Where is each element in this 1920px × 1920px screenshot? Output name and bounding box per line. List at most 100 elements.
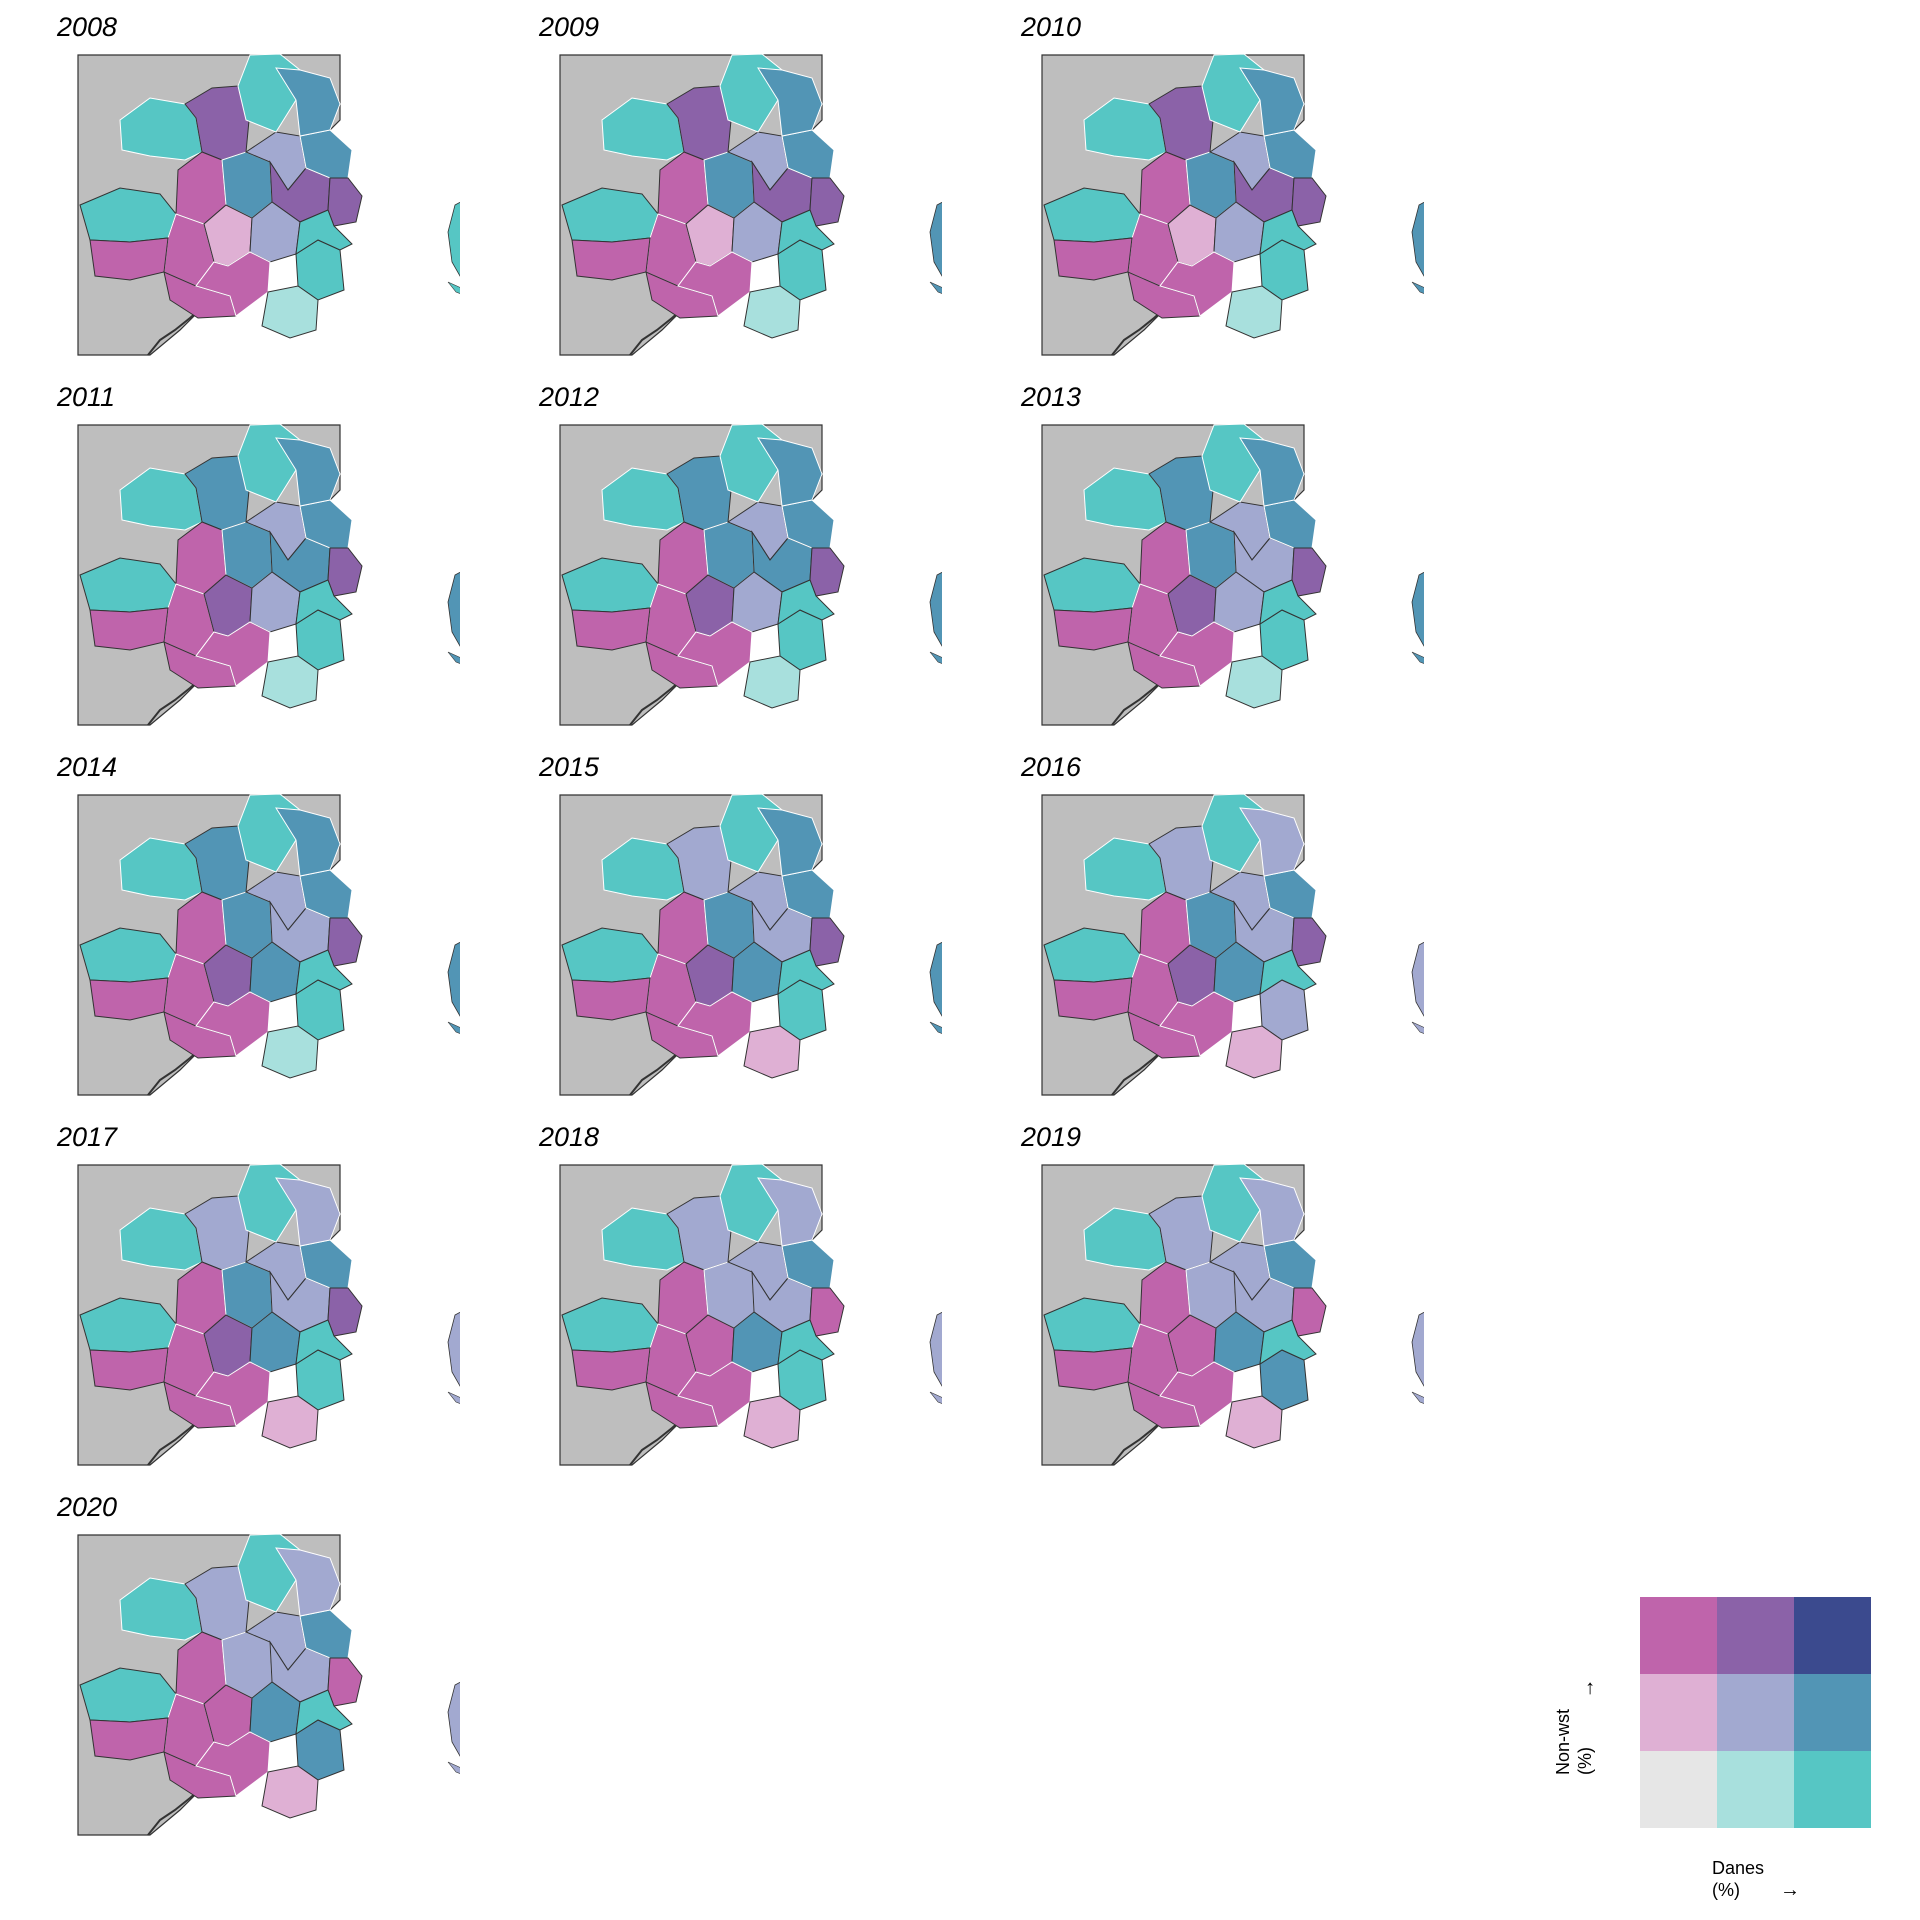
island-region <box>447 201 460 277</box>
municipality-region <box>777 209 835 255</box>
map-panel-2019: 2019 <box>964 1110 1424 1470</box>
island-region <box>447 571 460 647</box>
municipality-region <box>1291 177 1327 227</box>
islet-region <box>447 1391 460 1404</box>
municipality-region <box>777 1319 835 1365</box>
municipality-region <box>571 237 651 281</box>
municipality-region <box>1259 949 1317 995</box>
choropleth-map <box>559 1163 942 1466</box>
municipality-region <box>1225 1395 1283 1449</box>
municipality-region <box>1053 237 1133 281</box>
islet-region <box>929 281 942 294</box>
municipality-region <box>295 209 353 255</box>
islet-region <box>447 651 460 664</box>
island-region <box>447 1311 460 1387</box>
island-region <box>929 571 942 647</box>
map-panel-2015: 2015 <box>482 740 942 1100</box>
map-panel-2013: 2013 <box>964 370 1424 730</box>
municipality-region <box>89 1347 169 1391</box>
legend-x-label: Danes (%) <box>1712 1858 1765 1900</box>
municipality-region <box>261 1765 319 1819</box>
municipality-region <box>1239 807 1305 877</box>
municipality-region <box>809 177 845 227</box>
municipality-region <box>1053 1347 1133 1391</box>
choropleth-map <box>559 53 942 356</box>
legend-cell <box>1640 1751 1717 1828</box>
map-panel-2012: 2012 <box>482 370 942 730</box>
choropleth-map <box>1041 793 1424 1096</box>
choropleth-map <box>1041 423 1424 726</box>
panel-year-title: 2018 <box>539 1122 600 1152</box>
map-panel-2009: 2009 <box>482 0 942 360</box>
municipality-region <box>261 655 319 709</box>
municipality-region <box>1291 917 1327 967</box>
island-region <box>1411 941 1424 1017</box>
legend-cell <box>1717 1751 1794 1828</box>
municipality-region <box>571 977 651 1021</box>
municipality-region <box>743 655 801 709</box>
choropleth-map <box>1041 1163 1424 1466</box>
municipality-region <box>757 807 823 877</box>
municipality-region <box>327 917 363 967</box>
municipality-region <box>1225 1025 1283 1079</box>
municipality-region <box>1239 67 1305 137</box>
municipality-region <box>89 607 169 651</box>
legend-cell <box>1717 1597 1794 1674</box>
panel-year-title: 2010 <box>1021 12 1082 42</box>
municipality-region <box>757 67 823 137</box>
municipality-region <box>275 807 341 877</box>
map-panel-2014: 2014 <box>0 740 460 1100</box>
municipality-region <box>743 1025 801 1079</box>
municipality-region <box>295 579 353 625</box>
municipality-region <box>275 1177 341 1247</box>
municipality-region <box>327 1657 363 1707</box>
map-panel-2017: 2017 <box>0 1110 460 1470</box>
legend-x-arrow: → <box>1780 1879 1800 1901</box>
panel-year-title: 2011 <box>57 382 116 412</box>
municipality-region <box>1259 209 1317 255</box>
municipality-region <box>275 67 341 137</box>
islet-region <box>1411 651 1424 664</box>
municipality-region <box>1239 437 1305 507</box>
islet-region <box>447 1761 460 1774</box>
panel-year-title: 2012 <box>539 382 600 412</box>
panel-year-title: 2008 <box>57 12 118 42</box>
municipality-region <box>1239 1177 1305 1247</box>
municipality-region <box>295 1319 353 1365</box>
choropleth-map <box>77 53 460 356</box>
island-region <box>929 1311 942 1387</box>
map-panel-2016: 2016 <box>964 740 1424 1100</box>
municipality-region <box>261 285 319 339</box>
legend-y-arrow: → <box>1576 1678 1599 1699</box>
municipality-region <box>809 917 845 967</box>
municipality-region <box>327 547 363 597</box>
panel-year-title: 2009 <box>539 12 600 42</box>
municipality-region <box>1259 1319 1317 1365</box>
legend-cell <box>1640 1674 1717 1751</box>
panel-year-title: 2014 <box>57 752 118 782</box>
choropleth-map <box>77 793 460 1096</box>
legend-cell <box>1640 1597 1717 1674</box>
municipality-region <box>1259 579 1317 625</box>
municipality-region <box>89 1717 169 1761</box>
municipality-region <box>295 949 353 995</box>
islet-region <box>1411 1391 1424 1404</box>
municipality-region <box>295 1689 353 1735</box>
choropleth-map <box>559 423 942 726</box>
municipality-region <box>757 437 823 507</box>
legend-cell <box>1794 1597 1871 1674</box>
choropleth-map <box>77 1163 460 1466</box>
municipality-region <box>571 1347 651 1391</box>
panel-year-title: 2015 <box>539 752 600 782</box>
islet-region <box>447 1021 460 1034</box>
municipality-region <box>261 1025 319 1079</box>
municipality-region <box>327 177 363 227</box>
municipality-region <box>757 1177 823 1247</box>
island-region <box>1411 201 1424 277</box>
municipality-region <box>571 607 651 651</box>
island-region <box>929 941 942 1017</box>
map-panel-2010: 2010 <box>964 0 1424 360</box>
municipality-region <box>809 547 845 597</box>
legend-y-label: Non-wst (%) <box>1553 1708 1595 1775</box>
municipality-region <box>777 579 835 625</box>
